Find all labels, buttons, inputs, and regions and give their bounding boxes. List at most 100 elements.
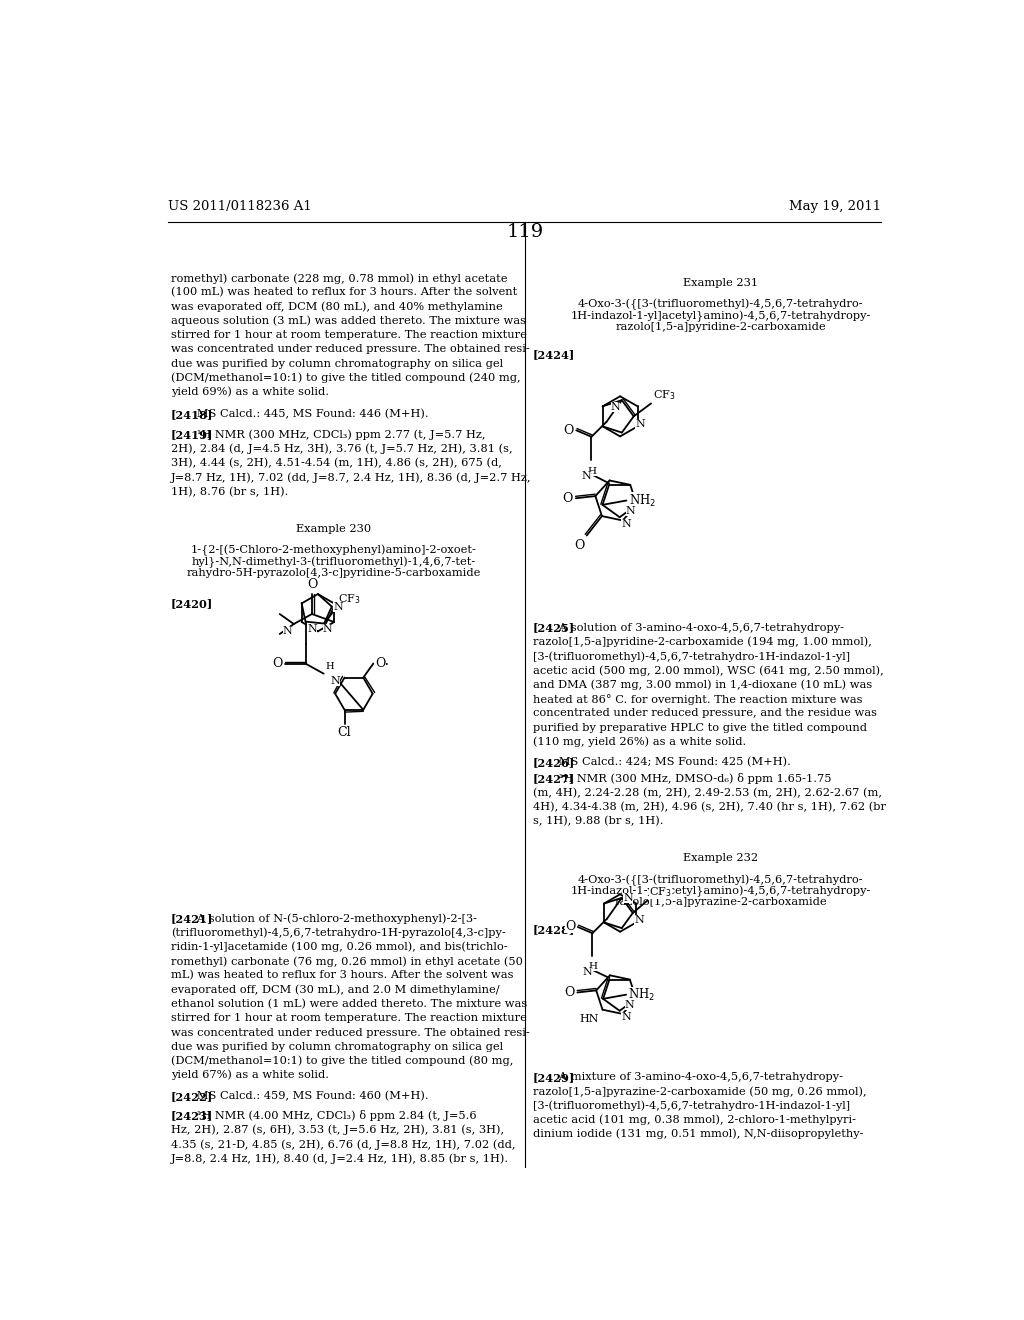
Text: NH$_2$: NH$_2$ [629,492,655,508]
Text: [2427]: [2427] [532,774,574,784]
Text: Example 230: Example 230 [296,524,371,535]
Text: [2425]: [2425] [532,623,574,634]
Text: US 2011/0118236 A1: US 2011/0118236 A1 [168,199,312,213]
Text: CF$_3$: CF$_3$ [338,593,360,606]
Text: J=8.7 Hz, 1H), 7.02 (dd, J=8.7, 2.4 Hz, 1H), 8.36 (d, J=2.7 Hz,: J=8.7 Hz, 1H), 7.02 (dd, J=8.7, 2.4 Hz, … [171,473,531,483]
Text: N: N [582,471,591,482]
Text: 1H), 8.76 (br s, 1H).: 1H), 8.76 (br s, 1H). [171,487,288,496]
Text: May 19, 2011: May 19, 2011 [790,199,882,213]
Text: yield 67%) as a white solid.: yield 67%) as a white solid. [171,1071,329,1081]
Text: acetic acid (500 mg, 2.00 mmol), WSC (641 mg, 2.50 mmol),: acetic acid (500 mg, 2.00 mmol), WSC (64… [532,665,884,676]
Text: [2420]: [2420] [171,598,213,609]
Text: [2423]: [2423] [171,1110,213,1122]
Text: N: N [283,626,292,635]
Text: 4-Oxo-3-({[3-(trifluoromethyl)-4,5,6,7-tetrahydro-: 4-Oxo-3-({[3-(trifluoromethyl)-4,5,6,7-t… [579,300,863,310]
Text: 1-{2-[(5-Chloro-2-methoxyphenyl)amino]-2-oxoet-: 1-{2-[(5-Chloro-2-methoxyphenyl)amino]-2… [190,545,476,557]
Text: 4H), 4.34-4.38 (m, 2H), 4.96 (s, 2H), 7.40 (hr s, 1H), 7.62 (br: 4H), 4.34-4.38 (m, 2H), 4.96 (s, 2H), 7.… [532,801,886,812]
Text: razolo[1,5-a]pyridine-2-carboxamide: razolo[1,5-a]pyridine-2-carboxamide [615,322,826,333]
Text: acetic acid (101 mg, 0.38 mmol), 2-chloro-1-methylpyri-: acetic acid (101 mg, 0.38 mmol), 2-chlor… [532,1114,855,1125]
Text: Cl: Cl [338,726,351,739]
Text: N: N [635,418,645,429]
Text: [2422]: [2422] [171,1092,213,1102]
Text: MS Calcd.: 459, MS Found: 460 (M+H).: MS Calcd.: 459, MS Found: 460 (M+H). [185,1092,428,1102]
Text: [2428]: [2428] [532,924,574,936]
Text: heated at 86° C. for overnight. The reaction mixture was: heated at 86° C. for overnight. The reac… [532,694,862,705]
Text: [3-(trifluoromethyl)-4,5,6,7-tetrahydro-1H-indazol-1-yl]: [3-(trifluoromethyl)-4,5,6,7-tetrahydro-… [532,651,850,661]
Text: ¹H NMR (300 MHz, DMSO-d₆) δ ppm 1.65-1.75: ¹H NMR (300 MHz, DMSO-d₆) δ ppm 1.65-1.7… [548,774,831,784]
Text: purified by preparative HPLC to give the titled compound: purified by preparative HPLC to give the… [532,722,866,733]
Text: N: N [622,1012,631,1022]
Text: 2H), 2.84 (d, J=4.5 Hz, 3H), 3.76 (t, J=5.7 Hz, 2H), 3.81 (s,: 2H), 2.84 (d, J=4.5 Hz, 3H), 3.76 (t, J=… [171,444,512,454]
Text: N: N [610,403,621,412]
Text: 119: 119 [506,223,544,240]
Text: romethyl) carbonate (76 mg, 0.26 mmol) in ethyl acetate (50: romethyl) carbonate (76 mg, 0.26 mmol) i… [171,956,522,966]
Text: [2421]: [2421] [171,913,213,924]
Text: N: N [624,892,633,903]
Text: yield 69%) as a white solid.: yield 69%) as a white solid. [171,387,329,397]
Text: O: O [376,657,386,671]
Text: N: N [625,1001,635,1010]
Text: stirred for 1 hour at room temperature. The reaction mixture: stirred for 1 hour at room temperature. … [171,330,526,341]
Text: mL) was heated to reflux for 3 hours. After the solvent was: mL) was heated to reflux for 3 hours. Af… [171,970,513,981]
Text: N: N [323,624,333,635]
Text: razolo[1,5-a]pyrazine-2-carboxamide (50 mg, 0.26 mmol),: razolo[1,5-a]pyrazine-2-carboxamide (50 … [532,1086,866,1097]
Text: O: O [307,578,317,591]
Text: H: H [326,663,334,672]
Text: N: N [582,966,592,977]
Text: [2418]: [2418] [171,409,213,420]
Text: N: N [634,915,644,925]
Text: [3-(trifluoromethyl)-4,5,6,7-tetrahydro-1H-indazol-1-yl]: [3-(trifluoromethyl)-4,5,6,7-tetrahydro-… [532,1101,850,1111]
Text: (100 mL) was heated to reflux for 3 hours. After the solvent: (100 mL) was heated to reflux for 3 hour… [171,288,517,298]
Text: A solution of 3-amino-4-oxo-4,5,6,7-tetrahydropy-: A solution of 3-amino-4-oxo-4,5,6,7-tetr… [548,623,844,634]
Text: N: N [626,507,635,516]
Text: was evaporated off, DCM (80 mL), and 40% methylamine: was evaporated off, DCM (80 mL), and 40%… [171,301,503,312]
Text: (DCM/methanol=10:1) to give the titled compound (240 mg,: (DCM/methanol=10:1) to give the titled c… [171,372,520,383]
Text: and DMA (387 mg, 3.00 mmol) in 1,4-dioxane (10 mL) was: and DMA (387 mg, 3.00 mmol) in 1,4-dioxa… [532,680,871,690]
Text: 1H-indazol-1-yl]acetyl}amino)-4,5,6,7-tetrahydropy-: 1H-indazol-1-yl]acetyl}amino)-4,5,6,7-te… [570,886,871,896]
Text: N: N [307,624,316,634]
Text: ¹H NMR (4.00 MHz, CDCl₃) δ ppm 2.84 (t, J=5.6: ¹H NMR (4.00 MHz, CDCl₃) δ ppm 2.84 (t, … [185,1110,476,1122]
Text: s, 1H), 9.88 (br s, 1H).: s, 1H), 9.88 (br s, 1H). [532,816,664,826]
Text: 1H-indazol-1-yl]acetyl}amino)-4,5,6,7-tetrahydropy-: 1H-indazol-1-yl]acetyl}amino)-4,5,6,7-te… [570,310,871,322]
Text: Hz, 2H), 2.87 (s, 6H), 3.53 (t, J=5.6 Hz, 2H), 3.81 (s, 3H),: Hz, 2H), 2.87 (s, 6H), 3.53 (t, J=5.6 Hz… [171,1125,504,1135]
Text: O: O [565,920,575,933]
Text: rahydro-5H-pyrazolo[4,3-c]pyridine-5-carboxamide: rahydro-5H-pyrazolo[4,3-c]pyridine-5-car… [186,568,480,578]
Text: due was purified by column chromatography on silica gel: due was purified by column chromatograph… [171,1041,503,1052]
Text: 4.35 (s, 21-D, 4.85 (s, 2H), 6.76 (d, J=8.8 Hz, 1H), 7.02 (dd,: 4.35 (s, 21-D, 4.85 (s, 2H), 6.76 (d, J=… [171,1139,515,1150]
Text: Example 231: Example 231 [683,279,759,288]
Text: H: H [588,467,597,475]
Text: MS Calcd.: 445, MS Found: 446 (M+H).: MS Calcd.: 445, MS Found: 446 (M+H). [185,409,428,420]
Text: O: O [574,539,585,552]
Text: (trifluoromethyl)-4,5,6,7-tetrahydro-1H-pyrazolo[4,3-c]py-: (trifluoromethyl)-4,5,6,7-tetrahydro-1H-… [171,928,506,939]
Text: dinium iodide (131 mg, 0.51 mmol), N,N-diisopropylethy-: dinium iodide (131 mg, 0.51 mmol), N,N-d… [532,1129,863,1139]
Text: Example 232: Example 232 [683,853,759,863]
Text: H: H [589,962,598,972]
Text: hyl}-N,N-dimethyl-3-(trifluoromethyl)-1,4,6,7-tet-: hyl}-N,N-dimethyl-3-(trifluoromethyl)-1,… [191,556,475,568]
Text: 3H), 4.44 (s, 2H), 4.51-4.54 (m, 1H), 4.86 (s, 2H), 675 (d,: 3H), 4.44 (s, 2H), 4.51-4.54 (m, 1H), 4.… [171,458,502,469]
Text: [2429]: [2429] [532,1072,574,1082]
Text: stirred for 1 hour at room temperature. The reaction mixture: stirred for 1 hour at room temperature. … [171,1014,526,1023]
Text: N: N [331,676,340,686]
Text: razolo[1,5-a]pyridine-2-carboxamide (194 mg, 1.00 mmol),: razolo[1,5-a]pyridine-2-carboxamide (194… [532,638,871,648]
Text: was concentrated under reduced pressure. The obtained resi-: was concentrated under reduced pressure.… [171,345,529,355]
Text: was concentrated under reduced pressure. The obtained resi-: was concentrated under reduced pressure.… [171,1027,529,1038]
Text: razolo[1,5-a]pyrazine-2-carboxamide: razolo[1,5-a]pyrazine-2-carboxamide [614,898,827,907]
Text: MS Calcd.: 424; MS Found: 425 (M+H).: MS Calcd.: 424; MS Found: 425 (M+H). [548,756,791,767]
Text: (110 mg, yield 26%) as a white solid.: (110 mg, yield 26%) as a white solid. [532,737,745,747]
Text: romethyl) carbonate (228 mg, 0.78 mmol) in ethyl acetate: romethyl) carbonate (228 mg, 0.78 mmol) … [171,273,507,284]
Text: O: O [272,657,283,671]
Text: CF$_3$: CF$_3$ [652,388,675,401]
Text: CF$_3$: CF$_3$ [649,886,672,899]
Text: due was purified by column chromatography on silica gel: due was purified by column chromatograph… [171,359,503,368]
Text: A solution of N-(5-chloro-2-methoxyphenyl)-2-[3-: A solution of N-(5-chloro-2-methoxypheny… [185,913,477,924]
Text: N: N [622,519,631,529]
Text: evaporated off, DCM (30 mL), and 2.0 M dimethylamine/: evaporated off, DCM (30 mL), and 2.0 M d… [171,985,500,995]
Text: ridin-1-yl]acetamide (100 mg, 0.26 mmol), and bis(trichlo-: ridin-1-yl]acetamide (100 mg, 0.26 mmol)… [171,942,507,953]
Text: HN: HN [580,1014,599,1024]
Text: A mixture of 3-amino-4-oxo-4,5,6,7-tetrahydropy-: A mixture of 3-amino-4-oxo-4,5,6,7-tetra… [548,1072,843,1082]
Text: J=8.8, 2.4 Hz, 1H), 8.40 (d, J=2.4 Hz, 1H), 8.85 (br s, 1H).: J=8.8, 2.4 Hz, 1H), 8.40 (d, J=2.4 Hz, 1… [171,1154,509,1164]
Text: ¹H NMR (300 MHz, CDCl₃) ppm 2.77 (t, J=5.7 Hz,: ¹H NMR (300 MHz, CDCl₃) ppm 2.77 (t, J=5… [185,429,485,440]
Text: [2426]: [2426] [532,756,574,768]
Text: O: O [562,492,572,504]
Text: 4-Oxo-3-({[3-(trifluoromethyl)-4,5,6,7-tetrahydro-: 4-Oxo-3-({[3-(trifluoromethyl)-4,5,6,7-t… [579,874,863,886]
